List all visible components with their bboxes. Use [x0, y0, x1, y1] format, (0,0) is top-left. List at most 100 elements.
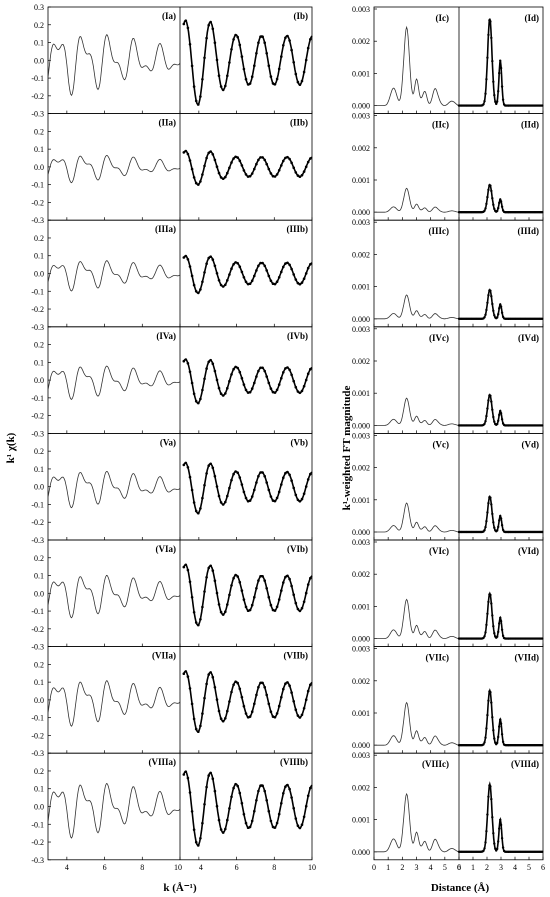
chi-y-tick-label: 0.1	[34, 678, 44, 687]
ft-y-tick-label: 0.001	[352, 816, 370, 825]
ft-x-tick-label-c: 2	[400, 863, 404, 872]
ft-series-d-point	[499, 303, 502, 306]
chi-series-b-point	[302, 70, 306, 74]
chi-series-b-point	[217, 603, 221, 606]
chi-series-b-point	[205, 576, 208, 579]
ft-series-d-point	[497, 840, 500, 843]
ft-series-d-point	[485, 727, 488, 730]
chi-series-b-point	[221, 177, 225, 180]
chi-series-b-point	[213, 686, 217, 689]
ft-series-d-point	[498, 725, 501, 728]
ft-series-d-point	[483, 422, 486, 426]
ft-series-d-point	[485, 623, 488, 627]
chi-y-tick-label: -0.1	[31, 287, 44, 296]
ft-series-d-point	[493, 93, 496, 97]
chi-series-b-point	[275, 280, 279, 284]
chi-series-b-point	[201, 605, 204, 609]
chi-series-b-point	[309, 157, 312, 160]
chi-series-b-point	[199, 288, 202, 291]
ft-y-tick-label: 0.002	[352, 357, 370, 366]
chi-panel-label-a: (IIa)	[159, 118, 177, 128]
ft-series-d-point	[497, 630, 500, 634]
chi-series-b-point	[284, 785, 287, 788]
ft-series-d-point	[493, 207, 496, 211]
chi-series-b-point	[277, 383, 281, 386]
chi-series-a-line	[47, 34, 181, 97]
ft-series-d-point	[484, 313, 487, 316]
ft-y-tick-label: 0.001	[352, 496, 370, 505]
chi-series-b-point	[306, 583, 310, 586]
chi-series-b-point	[300, 823, 304, 826]
ft-series-d-point	[497, 313, 500, 316]
chi-series-b-point	[232, 263, 235, 266]
chi-y-tick-label: -0.3	[31, 643, 44, 652]
chi-series-b-point	[213, 789, 217, 793]
ft-x-tick-label-c: 4	[429, 863, 433, 872]
chi-series-b-point	[282, 371, 285, 374]
chi-series-b-point	[294, 601, 298, 605]
chi-series-b-point	[306, 794, 310, 798]
chi-series-b-point	[302, 492, 306, 496]
ft-y-tick-label: 0.000	[352, 102, 370, 111]
ft-y-tick-label: 0.002	[352, 250, 370, 259]
chi-series-b-point	[302, 707, 306, 710]
ft-series-d-point	[490, 189, 493, 193]
chi-series-b-point	[300, 497, 304, 501]
chi-series-b-point	[190, 274, 194, 278]
chi-series-b-point	[300, 713, 304, 717]
chi-series-b-point	[186, 258, 190, 261]
chi-series-b-point	[226, 603, 229, 606]
chi-y-tick-label: -0.2	[31, 625, 44, 634]
chi-series-b-point	[309, 472, 312, 476]
ft-y-tick-label: 0.000	[352, 421, 370, 430]
chi-series-a-line	[47, 574, 181, 619]
chi-series-b-point	[280, 483, 283, 486]
chi-series-b-point	[242, 169, 246, 172]
chi-series-b-point	[286, 783, 289, 787]
chi-series-b-point	[190, 167, 194, 171]
chi-series-b-point	[224, 283, 227, 287]
chi-series-b-point	[228, 486, 231, 490]
chi-series-b-point	[284, 36, 287, 40]
ft-series-d-line	[459, 781, 543, 853]
chi-series-b-point	[215, 58, 219, 62]
chi-series-b-point	[259, 784, 262, 787]
chi-series-b-point	[271, 608, 275, 612]
chi-y-tick-label: 0.0	[34, 376, 44, 385]
ft-series-d-point	[487, 399, 490, 402]
chi-series-b-point	[248, 715, 252, 718]
ft-y-tick-label: 0.002	[352, 37, 370, 46]
chi-series-b-point	[246, 826, 250, 829]
chi-series-b-point	[271, 282, 275, 286]
ft-series-d-point	[489, 394, 492, 397]
chi-y-tick-label: 0.2	[34, 234, 44, 243]
ft-series-d-point	[497, 525, 500, 529]
chi-series-b-point	[242, 383, 246, 386]
chi-series-b-point	[286, 34, 289, 38]
ft-series-d-line	[459, 18, 543, 107]
chi-series-b-point	[288, 39, 291, 42]
chi-series-b-point	[253, 167, 256, 171]
ft-y-tick-label: 0.000	[352, 848, 370, 857]
ft-series-d-point	[485, 202, 488, 206]
chi-series-b-point	[296, 824, 300, 827]
left-y-axis-title: k¹ χ(k)	[5, 432, 17, 463]
chi-series-b-point	[263, 579, 267, 582]
ft-series-d-point	[483, 209, 486, 212]
chi-series-b-point	[257, 474, 260, 478]
chi-series-b-point	[219, 85, 223, 88]
chi-series-b-point	[292, 486, 296, 490]
chi-series-b-point	[199, 618, 202, 621]
chi-series-b-point	[230, 267, 233, 271]
chi-series-b-point	[259, 681, 262, 685]
chi-series-b-point	[232, 367, 235, 371]
chi-series-b-point	[265, 693, 269, 697]
chi-series-b-point	[226, 818, 229, 822]
chi-series-b-point	[253, 274, 256, 278]
ft-series-d-point	[541, 104, 544, 107]
ft-series-d-point	[490, 295, 493, 298]
chi-series-b-point	[265, 269, 269, 272]
chi-series-b-point	[277, 598, 281, 601]
chi-series-b-point	[211, 675, 215, 679]
